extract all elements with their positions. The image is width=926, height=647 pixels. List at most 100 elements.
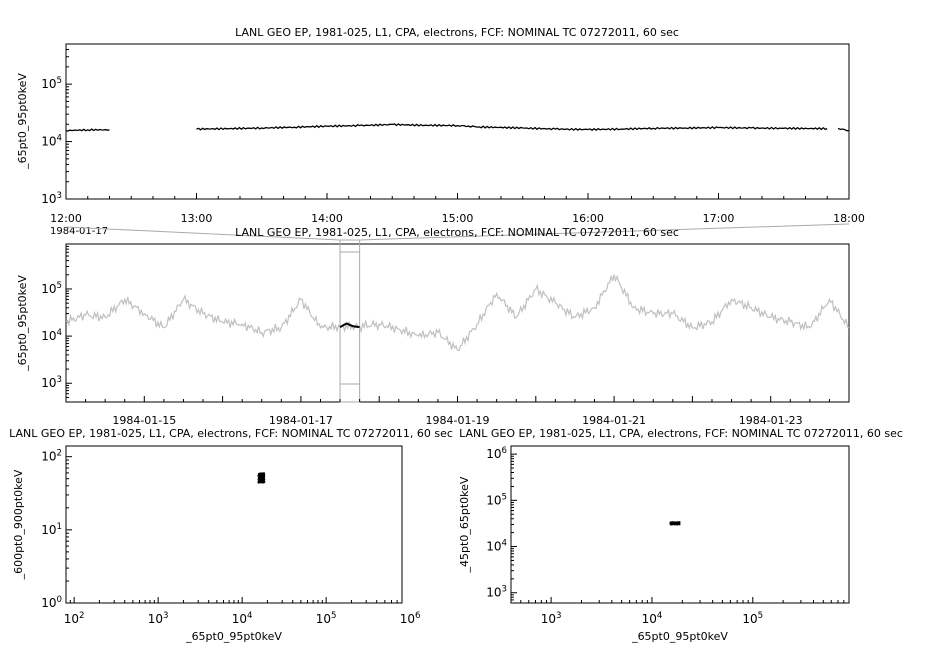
scatter-point: [258, 481, 260, 483]
x-tick-label: 18:00: [833, 212, 865, 225]
scatter-point: [679, 523, 681, 525]
scatter-point: [259, 478, 261, 480]
x-tick-label: 1984-01-21: [582, 414, 646, 427]
y-tick-label: 103: [41, 375, 62, 390]
scatter-point: [263, 480, 266, 482]
y-tick-label: 104: [41, 134, 62, 149]
scatter-point: [262, 479, 265, 481]
x-tick-label: 105: [316, 611, 337, 626]
chart-title: LANL GEO EP, 1981-025, L1, CPA, electron…: [459, 427, 903, 440]
x-tick-label: 17:00: [703, 212, 735, 225]
scatter-point: [258, 478, 260, 480]
zoom-link-right: [359, 223, 850, 241]
scatter-point: [674, 523, 677, 525]
scatter-point: [261, 472, 263, 474]
scatter-point: [676, 522, 678, 524]
scatter-point: [258, 474, 260, 476]
y-tick-label: 100: [41, 595, 62, 610]
scatter-point: [675, 521, 677, 523]
x-tick-label: 13:00: [181, 212, 213, 225]
scatter-point: [258, 480, 260, 482]
x-date-label: 1984-01-17: [50, 226, 108, 237]
scatter-point: [263, 479, 265, 481]
scatter-point: [674, 523, 676, 525]
y-axis-label: _65pt0_95pt0keV: [16, 73, 29, 170]
scatter-point: [263, 475, 266, 478]
scatter-point: [263, 478, 265, 480]
scatter-point: [259, 481, 261, 483]
scatter-point: [261, 477, 263, 480]
x-tick-label: 103: [541, 611, 562, 626]
scatter-point: [263, 481, 265, 483]
x-axis-label: _65pt0_95pt0keV: [631, 630, 728, 643]
scatter-point: [260, 475, 262, 478]
y-tick-label: 105: [41, 76, 62, 91]
chart-title: LANL GEO EP, 1981-025, L1, CPA, electron…: [235, 26, 679, 39]
y-tick-label: 103: [41, 191, 62, 206]
plot-frame: [65, 243, 850, 403]
series-line-0: [65, 128, 110, 132]
x-tick-label: 15:00: [442, 212, 474, 225]
y-tick-label: 106: [486, 446, 507, 461]
scatter-point: [262, 474, 265, 476]
scatter-point: [260, 479, 262, 482]
scatter-point: [672, 523, 674, 525]
x-tick-label: 105: [742, 611, 763, 626]
y-tick-label: 103: [486, 585, 507, 600]
scatter-point: [261, 480, 263, 482]
y-axis-label: _45pt0_65pt0keV: [458, 476, 471, 573]
y-tick-label: 102: [41, 449, 62, 464]
plot-frame: [65, 445, 403, 604]
scatter-point: [677, 521, 679, 524]
y-tick-label: 104: [486, 539, 507, 554]
scatter-point: [262, 473, 265, 476]
scatter-point: [678, 522, 680, 524]
x-tick-label: 12:00: [50, 212, 82, 225]
y-tick-label: 104: [41, 328, 62, 343]
scatter-point: [259, 476, 262, 478]
scatter-point: [261, 476, 263, 478]
scatter-point: [258, 476, 260, 478]
panel-2: LANL GEO EP, 1981-025, L1, CPA, electron…: [16, 223, 850, 427]
scatter-point: [678, 522, 680, 524]
y-tick-label: 101: [41, 522, 62, 537]
scatter-point: [263, 474, 266, 476]
scatter-point: [260, 474, 263, 476]
scatter-point: [260, 478, 263, 480]
panel-3: LANL GEO EP, 1981-025, L1, CPA, electron…: [9, 427, 453, 643]
x-tick-label: 1984-01-19: [426, 414, 490, 427]
scatter-point: [676, 521, 678, 523]
scatter-point: [676, 522, 679, 524]
scatter-point: [258, 473, 260, 475]
scatter-point: [257, 476, 260, 479]
x-tick-label: 102: [64, 611, 85, 626]
scatter-point: [262, 480, 264, 482]
series-line-1: [339, 322, 360, 329]
y-tick-label: 105: [41, 281, 62, 296]
scatter-point: [263, 477, 265, 479]
scatter-point: [261, 481, 263, 483]
series-line-0: [65, 274, 850, 352]
highlight-box: [339, 239, 361, 403]
scatter-point: [262, 476, 264, 478]
panel-4: LANL GEO EP, 1981-025, L1, CPA, electron…: [458, 427, 903, 643]
series-line-0: [196, 123, 828, 132]
scatter-point: [262, 478, 264, 480]
scatter-point: [676, 524, 679, 526]
x-tick-label: 1984-01-23: [739, 414, 803, 427]
scatter-point: [671, 522, 674, 524]
y-tick-label: 105: [486, 492, 507, 507]
x-tick-label: 106: [400, 611, 421, 626]
scatter-point: [262, 481, 264, 483]
scatter-point: [258, 477, 260, 479]
x-tick-label: 16:00: [572, 212, 604, 225]
scatter-point: [670, 523, 672, 526]
scatter-point: [262, 473, 264, 475]
plot-frame: [65, 43, 850, 200]
x-tick-label: 14:00: [311, 212, 343, 225]
x-axis-label: _65pt0_95pt0keV: [185, 630, 282, 643]
x-tick-label: 1984-01-17: [269, 414, 333, 427]
scatter-point: [258, 475, 260, 477]
scatter-point: [259, 473, 261, 475]
scatter-point: [674, 521, 676, 523]
